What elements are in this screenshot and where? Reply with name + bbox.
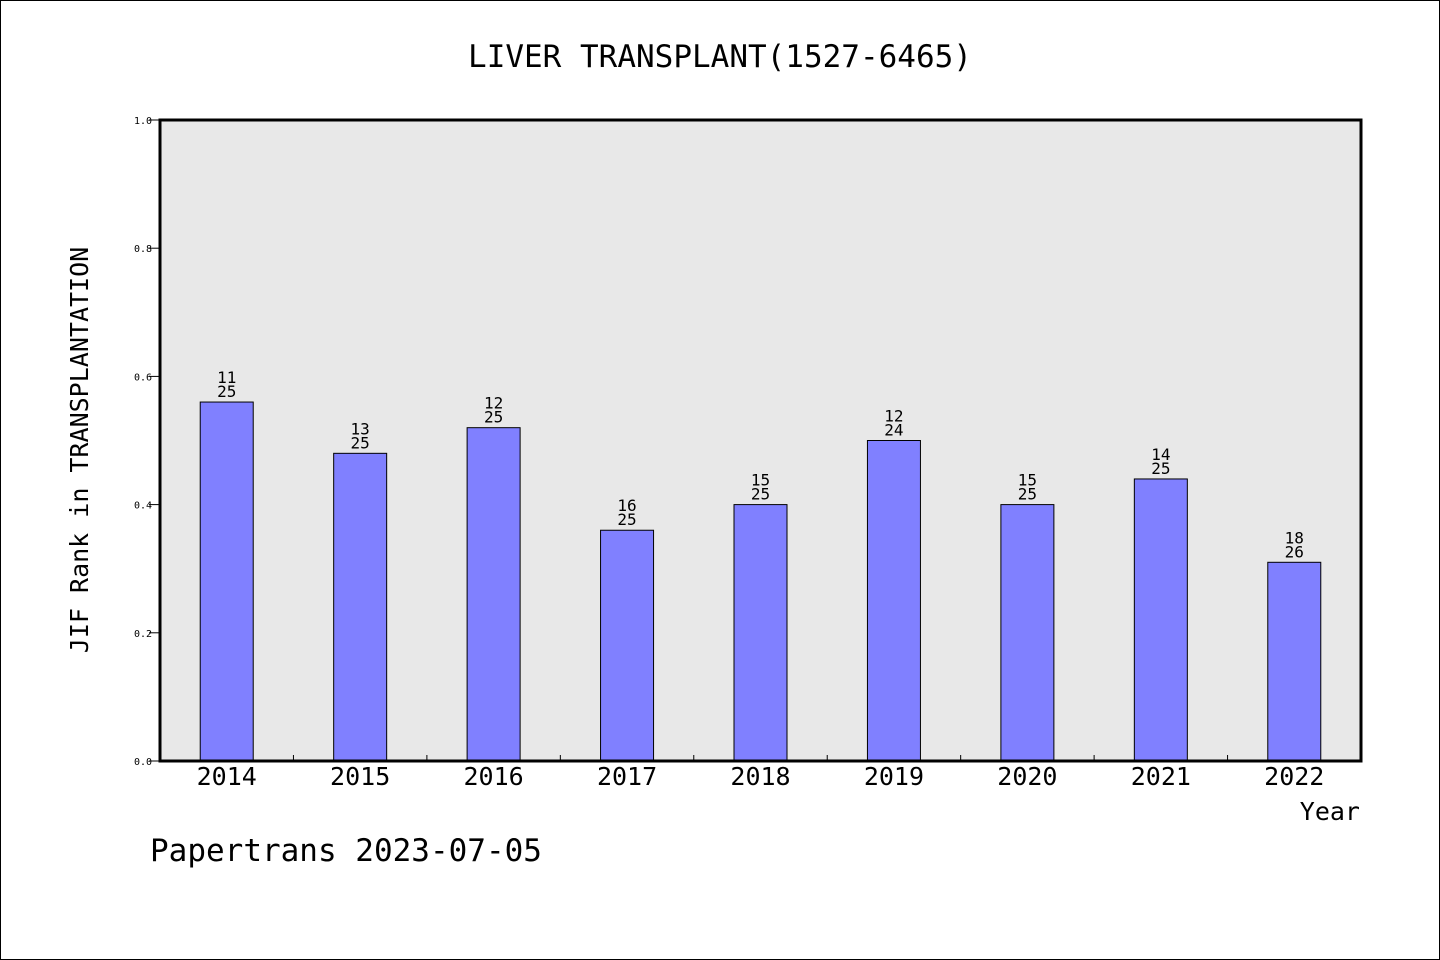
x-axis-label: Year xyxy=(1300,797,1360,826)
bar-label-total: 25 xyxy=(1151,459,1170,478)
x-tick-label-2015: 2015 xyxy=(330,762,390,791)
y-axis-label: JIF Rank in TRANSPLANTATION xyxy=(65,247,94,653)
bar-2018 xyxy=(733,504,788,762)
x-tick-label-2019: 2019 xyxy=(864,762,924,791)
x-tick-label-2022: 2022 xyxy=(1264,762,1324,791)
y-tick-label: 0.8 xyxy=(134,244,152,255)
bar-label-rank: 13 xyxy=(351,419,370,438)
bar-label-total: 25 xyxy=(751,485,770,504)
x-axis: 2014 2015 2016 2017 2018 2019 2020 2021 2022 xyxy=(197,755,1324,791)
bar-label-rank: 18 xyxy=(1285,528,1304,547)
bar-label-total: 24 xyxy=(884,421,903,440)
bar-label-total: 26 xyxy=(1285,542,1304,561)
bar-label-total: 25 xyxy=(617,510,636,529)
bar-2020 xyxy=(1000,504,1055,762)
bar-2014 xyxy=(199,401,254,762)
bar-label-total: 25 xyxy=(351,433,370,452)
bar-label-rank: 16 xyxy=(617,496,636,515)
footer-credit: Papertrans 2023-07-05 xyxy=(150,833,542,869)
x-tick-label-2021: 2021 xyxy=(1131,762,1191,791)
x-tick-label-2020: 2020 xyxy=(997,762,1057,791)
x-tick-label-2014: 2014 xyxy=(197,762,257,791)
chart-title: LIVER TRANSPLANT(1527-6465) xyxy=(468,39,972,75)
x-tick-label-2017: 2017 xyxy=(597,762,657,791)
bar-2016 xyxy=(466,427,521,762)
y-axis: 0.0 0.2 0.4 0.6 0.8 1.0 xyxy=(134,116,160,768)
y-tick-label: 1.0 xyxy=(134,116,152,127)
x-tick-label-2016: 2016 xyxy=(464,762,524,791)
bar-label-rank: 15 xyxy=(751,471,770,490)
bar-2021 xyxy=(1133,478,1188,762)
bar-label-rank: 12 xyxy=(884,407,903,426)
bar-label-total: 25 xyxy=(1018,485,1037,504)
plot-border xyxy=(158,118,1363,763)
bar-label-total: 25 xyxy=(217,382,236,401)
bar-label-rank: 14 xyxy=(1151,445,1170,464)
bar-label-rank: 12 xyxy=(484,394,503,413)
y-tick-label: 0.4 xyxy=(134,501,152,512)
x-tick-label-2018: 2018 xyxy=(730,762,790,791)
bar-label-rank: 11 xyxy=(217,368,236,387)
bar-2019 xyxy=(866,440,921,762)
bar-2017 xyxy=(600,529,655,762)
y-tick-label: 0.0 xyxy=(134,757,152,768)
bar-2022 xyxy=(1267,561,1322,762)
y-tick-label: 0.2 xyxy=(134,629,152,640)
bar-2015 xyxy=(333,452,388,762)
bar-label-total: 25 xyxy=(484,408,503,427)
bar-label-rank: 15 xyxy=(1018,471,1037,490)
y-tick-label: 0.6 xyxy=(134,372,152,383)
